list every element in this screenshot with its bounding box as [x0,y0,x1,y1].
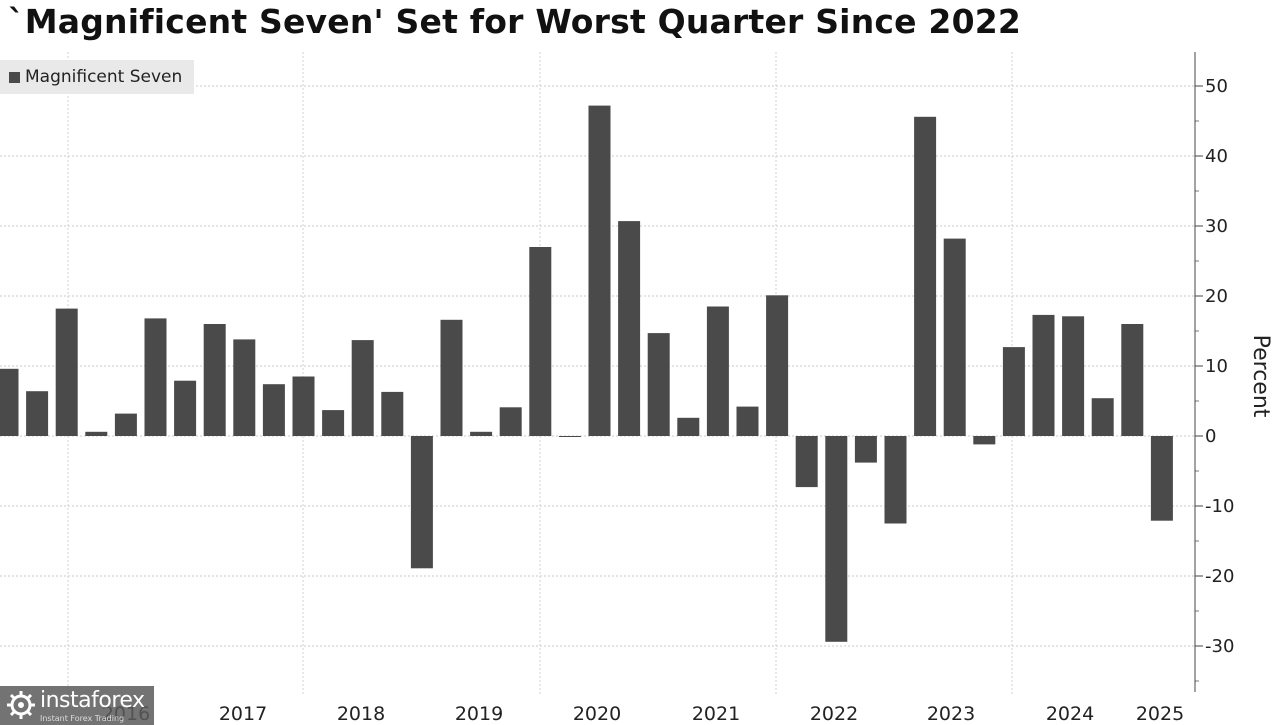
bar [114,413,137,436]
bar [85,431,108,436]
bar [1032,314,1055,436]
bar [795,436,818,488]
bar [943,238,966,436]
legend-label: Magnificent Seven [25,67,183,87]
bar [854,436,877,463]
y-tick-label: -20 [1205,566,1234,587]
bar [410,436,433,569]
watermark-tagline: Instant Forex Trading [40,714,125,723]
x-tick-label: 2022 [810,703,858,725]
bar [233,339,256,436]
bar [706,306,729,436]
x-tick-label: 2024 [1046,703,1094,725]
x-tick-label: 2025 [1136,703,1184,725]
x-tick-label: 2020 [573,703,621,725]
watermark: instaforex Instant Forex Trading [0,686,154,725]
bar [174,380,197,436]
bar [677,417,700,436]
bar [262,384,285,436]
watermark-logo-icon [7,691,35,719]
bar [55,308,78,436]
y-axis-label: Percent [1248,335,1273,418]
x-tick-label: 2021 [692,703,740,725]
bar [766,295,789,436]
legend: Magnificent Seven [0,60,194,94]
x-tick-label: 2019 [455,703,503,725]
bar [1002,347,1025,436]
bar [499,407,522,436]
bar [618,221,641,436]
y-tick-label: 20 [1205,286,1228,307]
chart-title: `Magnificent Seven' Set for Worst Quarte… [8,2,1022,41]
bar [825,436,848,642]
bar [440,319,463,436]
bar [0,368,19,436]
y-tick-label: -30 [1205,636,1234,657]
bar [470,431,493,436]
bars-layer [0,105,1173,642]
bar [292,376,315,436]
bar [736,406,759,436]
bar [1062,316,1085,436]
bar [558,436,581,437]
bar [381,391,404,436]
y-tick-label: -10 [1205,496,1234,517]
y-tick-label: 0 [1205,426,1216,447]
x-tick-label: 2018 [337,703,385,725]
bar [1150,436,1173,521]
bar [914,116,937,437]
bar [588,105,611,436]
x-tick-label: 2023 [927,703,975,725]
y-tick-label: 30 [1205,216,1228,237]
y-tick-label: 10 [1205,356,1228,377]
bar [884,436,907,524]
bar [529,247,552,436]
bar [1121,324,1144,436]
bar [647,333,670,436]
bar [1091,398,1114,436]
x-tick-label: 2017 [219,703,267,725]
y-tick-label: 50 [1205,76,1228,97]
bar [351,340,374,436]
bar [203,324,226,436]
bar [322,410,345,436]
bar [26,391,49,436]
y-tick-label: 40 [1205,146,1228,167]
axis-layer: 50403020100-10-20-3020162017201820192020… [102,52,1273,725]
bar [973,436,996,445]
bar [144,318,167,436]
watermark-brand: instaforex [40,688,145,713]
legend-swatch [9,71,20,83]
